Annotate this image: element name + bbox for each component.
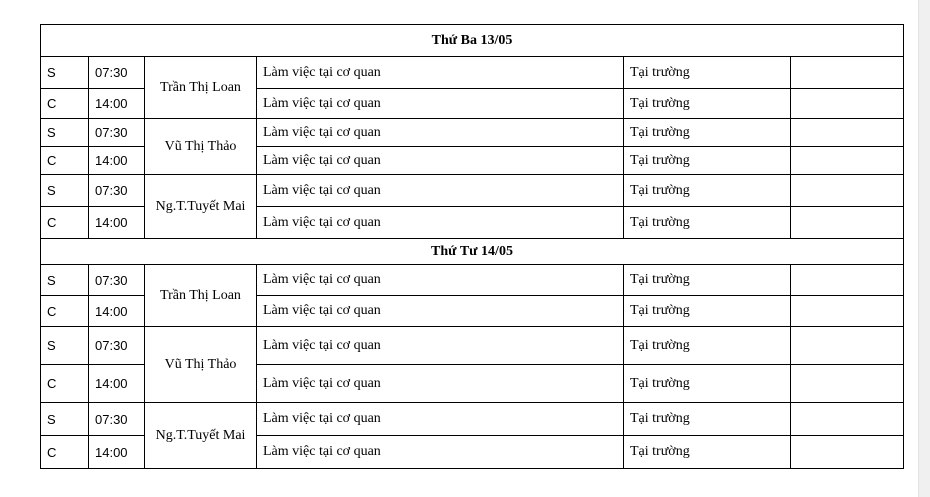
place-cell: Tại trường [623, 56, 791, 89]
session-cell: C [40, 88, 89, 119]
day-header: Thứ Tư 14/05 [39, 238, 905, 265]
table-row: C 14:00 Làm việc tại cơ quan Tại trường [40, 295, 905, 327]
place-cell: Tại trường [623, 206, 791, 239]
note-cell [789, 364, 905, 403]
time-cell: 07:30 [88, 402, 145, 436]
note-cell [789, 264, 905, 296]
table-row: C 14:00 Làm việc tại cơ quan Tại trường [40, 88, 905, 119]
note-cell [789, 326, 905, 365]
task-cell: Làm việc tại cơ quan [256, 295, 624, 327]
vertical-scrollbar[interactable] [918, 0, 930, 497]
person-name: Trần Thị Loan [144, 56, 257, 119]
table-row: S 07:30 Vũ Thị Thảo Làm việc tại cơ quan Tại… [40, 118, 905, 175]
place-cell: Tại trường [623, 174, 791, 207]
time-cell: 07:30 [88, 56, 145, 89]
session-cell: S [40, 174, 89, 207]
task-cell: Làm việc tại cơ quan [256, 174, 624, 207]
time-cell: 14:00 [88, 88, 145, 119]
time-cell: 14:00 [88, 146, 145, 175]
task-cell: Làm việc tại cơ quan [256, 364, 624, 403]
place-cell: Tại trường [623, 264, 791, 296]
day-header-row: Thứ Ba 13/05 [39, 24, 905, 57]
task-cell: Làm việc tại cơ quan [256, 56, 624, 89]
place-cell: Tại trường [623, 295, 791, 327]
session-cell: S [40, 56, 89, 89]
session-cell: S [40, 402, 89, 436]
person-name: Vũ Thị Thảo [144, 118, 257, 175]
note-cell [789, 88, 905, 119]
time-cell: 14:00 [88, 364, 145, 403]
task-cell: Làm việc tại cơ quan [256, 146, 624, 175]
task-cell: Làm việc tại cơ quan [256, 264, 624, 296]
place-cell: Tại trường [623, 402, 791, 436]
note-cell [789, 118, 905, 147]
task-cell: Làm việc tại cơ quan [256, 326, 624, 365]
task-cell: Làm việc tại cơ quan [256, 402, 624, 436]
table-row: C 14:00 Làm việc tại cơ quan Tại trường [40, 206, 905, 239]
place-cell: Tại trường [623, 118, 791, 147]
task-cell: Làm việc tại cơ quan [256, 206, 624, 239]
time-cell: 07:30 [88, 118, 145, 147]
note-cell [789, 146, 905, 175]
note-cell [789, 402, 905, 436]
session-cell: C [40, 146, 89, 175]
person-name: Vũ Thị Thảo [144, 326, 257, 403]
session-cell: C [40, 364, 89, 403]
time-cell: 14:00 [88, 435, 145, 469]
session-cell: S [40, 326, 89, 365]
place-cell: Tại trường [623, 146, 791, 175]
task-cell: Làm việc tại cơ quan [256, 118, 624, 147]
table-row: S 07:30 Ng.T.Tuyết Mai Làm việc tại cơ quan… [40, 402, 905, 469]
task-cell: Làm việc tại cơ quan [256, 88, 624, 119]
table-row: C 14:00 Làm việc tại cơ quan Tại trường [40, 435, 905, 469]
time-cell: 07:30 [88, 326, 145, 365]
place-cell: Tại trường [623, 435, 791, 469]
day-header-row: Thứ Tư 14/05 [39, 238, 905, 265]
session-cell: S [40, 264, 89, 296]
session-cell: C [40, 295, 89, 327]
table-row: S 07:30 Trần Thị Loan Làm việc tại cơ quan T… [40, 264, 905, 327]
time-cell: 07:30 [88, 264, 145, 296]
person-name: Ng.T.Tuyết Mai [144, 402, 257, 469]
place-cell: Tại trường [623, 364, 791, 403]
table-row: S 07:30 Trần Thị Loan Làm việc tại cơ quan T… [40, 56, 905, 119]
time-cell: 07:30 [88, 174, 145, 207]
person-name: Trần Thị Loan [144, 264, 257, 327]
place-cell: Tại trường [623, 88, 791, 119]
note-cell [789, 206, 905, 239]
task-cell: Làm việc tại cơ quan [256, 435, 624, 469]
session-cell: S [40, 118, 89, 147]
table-row: S 07:30 Vũ Thị Thảo Làm việc tại cơ quan Tại… [40, 326, 905, 403]
day-header: Thứ Ba 13/05 [39, 24, 905, 57]
session-cell: C [40, 435, 89, 469]
table-row: S 07:30 Ng.T.Tuyết Mai Làm việc tại cơ quan… [40, 174, 905, 239]
note-cell [789, 56, 905, 89]
note-cell [789, 295, 905, 327]
time-cell: 14:00 [88, 206, 145, 239]
session-cell: C [40, 206, 89, 239]
person-name: Ng.T.Tuyết Mai [144, 174, 257, 239]
note-cell [789, 174, 905, 207]
time-cell: 14:00 [88, 295, 145, 327]
schedule-table: Thứ Ba 13/05 S 07:30 Trần Thị Loan Làm việc … [39, 24, 905, 469]
place-cell: Tại trường [623, 326, 791, 365]
note-cell [789, 435, 905, 469]
